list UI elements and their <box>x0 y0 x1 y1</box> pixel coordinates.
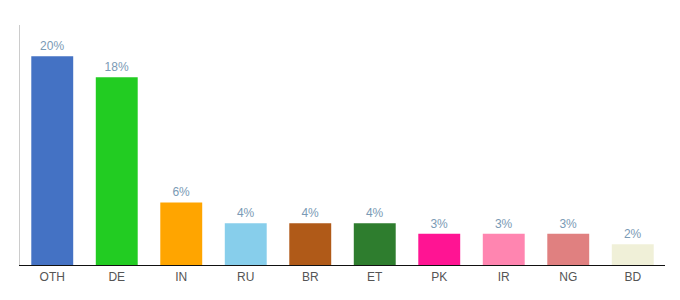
svg-text:4%: 4% <box>301 206 319 220</box>
svg-text:DE: DE <box>108 270 125 284</box>
svg-text:NG: NG <box>559 270 577 284</box>
svg-text:RU: RU <box>237 270 254 284</box>
svg-text:20%: 20% <box>40 39 64 53</box>
svg-text:PK: PK <box>431 270 447 284</box>
svg-text:3%: 3% <box>559 217 577 231</box>
svg-text:18%: 18% <box>105 60 129 74</box>
svg-text:IN: IN <box>175 270 187 284</box>
svg-text:ET: ET <box>367 270 383 284</box>
svg-text:2%: 2% <box>624 227 642 241</box>
svg-text:3%: 3% <box>495 217 513 231</box>
svg-text:OTH: OTH <box>40 270 65 284</box>
svg-text:4%: 4% <box>366 206 384 220</box>
svg-text:3%: 3% <box>430 217 448 231</box>
svg-text:IR: IR <box>498 270 510 284</box>
svg-text:BR: BR <box>302 270 319 284</box>
svg-text:4%: 4% <box>237 206 255 220</box>
svg-text:BD: BD <box>624 270 641 284</box>
svg-text:6%: 6% <box>172 185 190 199</box>
